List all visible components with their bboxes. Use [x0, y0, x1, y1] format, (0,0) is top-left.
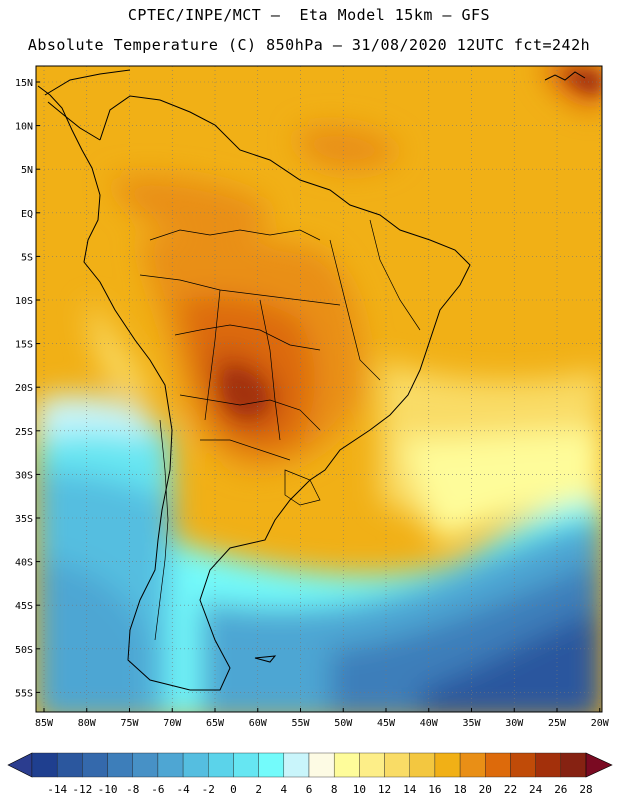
lat-tick-label: 35S: [15, 514, 33, 525]
colorbar-swatch: [233, 752, 259, 778]
lon-tick-label: 50W: [334, 718, 353, 729]
latitude-labels: 15N 10N 5N EQ 5S 10S 15S 20S 25S 30S 35S 40S 45S 50S 5…: [15, 78, 40, 699]
lon-tick-label: 35W: [462, 718, 481, 729]
colorbar-label: -14: [47, 783, 67, 796]
lon-tick-label: 75W: [120, 718, 139, 729]
colorbar-label: 28: [579, 783, 592, 796]
colorbar-label: 8: [331, 783, 338, 796]
colorbar-label: 10: [353, 783, 366, 796]
colorbar-label: 6: [306, 783, 313, 796]
colorbar-label: 14: [403, 783, 417, 796]
colorbar-swatch: [434, 752, 461, 778]
colorbar-swatch: [560, 752, 587, 778]
colorbar-swatch: [82, 752, 108, 778]
colorbar-swatch: [56, 752, 83, 778]
colorbar-swatch: [459, 752, 486, 778]
lon-tick-label: 45W: [377, 718, 396, 729]
colorbar-label: 12: [378, 783, 391, 796]
colorbar-swatch: [182, 752, 209, 778]
colorbar-label: 4: [281, 783, 288, 796]
colorbar-label: -4: [176, 783, 190, 796]
colorbar-swatch: [333, 752, 360, 778]
chart-title-line2: Absolute Temperature (C) 850hPa – 31/08/…: [27, 36, 591, 54]
coastlines: [37, 69, 586, 691]
lon-tick-label: 85W: [35, 718, 54, 729]
lon-tick-label: 40W: [420, 718, 439, 729]
lat-tick-label: EQ: [21, 209, 33, 220]
colorbar: -14 -12 -10 -8 -6 -4 -2 0 2 4 6 8 10 12 14 16 18 20 22 24 26…: [7, 752, 613, 796]
lat-tick-label: 15N: [15, 78, 33, 89]
lat-tick-label: 50S: [15, 645, 33, 656]
colorbar-swatch: [132, 752, 159, 778]
colorbar-label: 20: [479, 783, 492, 796]
colorbar-label: 26: [554, 783, 567, 796]
colorbar-swatch: [384, 752, 410, 778]
temperature-field: [36, 66, 602, 712]
map-frame: [35, 65, 603, 713]
colorbar-label: -8: [126, 783, 139, 796]
lat-tick-label: 40S: [15, 558, 33, 569]
colorbar-swatch: [107, 752, 133, 778]
lat-tick-label: 30S: [15, 470, 33, 481]
lat-tick-label: 55S: [15, 688, 33, 699]
lat-tick-label: 5S: [21, 252, 33, 263]
colorbar-under-arrow: [7, 752, 33, 778]
lat-tick-label: 45S: [15, 601, 33, 612]
longitude-labels: 85W 80W 75W 70W 65W 60W 55W 50W 45W 40W 35W 30W 25W 2…: [35, 708, 610, 729]
lon-tick-label: 70W: [163, 718, 182, 729]
colorbar-label: -2: [202, 783, 215, 796]
colorbar-swatch: [510, 752, 536, 778]
lon-tick-label: 60W: [249, 718, 268, 729]
lat-tick-label: 5N: [21, 165, 33, 176]
lon-tick-label: 80W: [78, 718, 97, 729]
lon-tick-label: 30W: [505, 718, 524, 729]
colorbar-swatch: [283, 752, 310, 778]
lat-tick-label: 10S: [15, 296, 33, 307]
colorbar-label: 24: [529, 783, 543, 796]
colorbar-swatch: [208, 752, 234, 778]
colorbar-over-arrow: [585, 752, 613, 778]
colorbar-label: 22: [504, 783, 517, 796]
colorbar-swatch: [409, 752, 436, 778]
colorbar-swatch: [157, 752, 184, 778]
colorbar-label: -12: [72, 783, 92, 796]
lat-tick-label: 25S: [15, 427, 33, 438]
colorbar-label: 18: [453, 783, 466, 796]
colorbar-swatch: [258, 752, 285, 778]
colorbar-label: 0: [230, 783, 237, 796]
colorbar-label: 16: [428, 783, 441, 796]
colorbar-label: -6: [151, 783, 164, 796]
chart-title-line1: CPTEC/INPE/MCT – Eta Model 15km – GFS: [127, 6, 491, 24]
lat-tick-label: 10N: [15, 122, 33, 133]
colorbar-swatch: [535, 752, 562, 778]
lat-tick-label: 20S: [15, 383, 33, 394]
lon-tick-label: 65W: [206, 718, 225, 729]
colorbar-swatch: [308, 752, 335, 778]
colorbar-swatch: [485, 752, 511, 778]
country-borders: [139, 219, 421, 641]
lon-tick-label: 20W: [591, 718, 610, 729]
colorbar-label: 2: [255, 783, 262, 796]
lon-tick-label: 55W: [291, 718, 310, 729]
colorbar-swatch: [31, 752, 58, 778]
lon-tick-label: 25W: [548, 718, 567, 729]
colorbar-label: -10: [98, 783, 118, 796]
lat-tick-label: 15S: [15, 340, 33, 351]
colorbar-swatch: [359, 752, 385, 778]
